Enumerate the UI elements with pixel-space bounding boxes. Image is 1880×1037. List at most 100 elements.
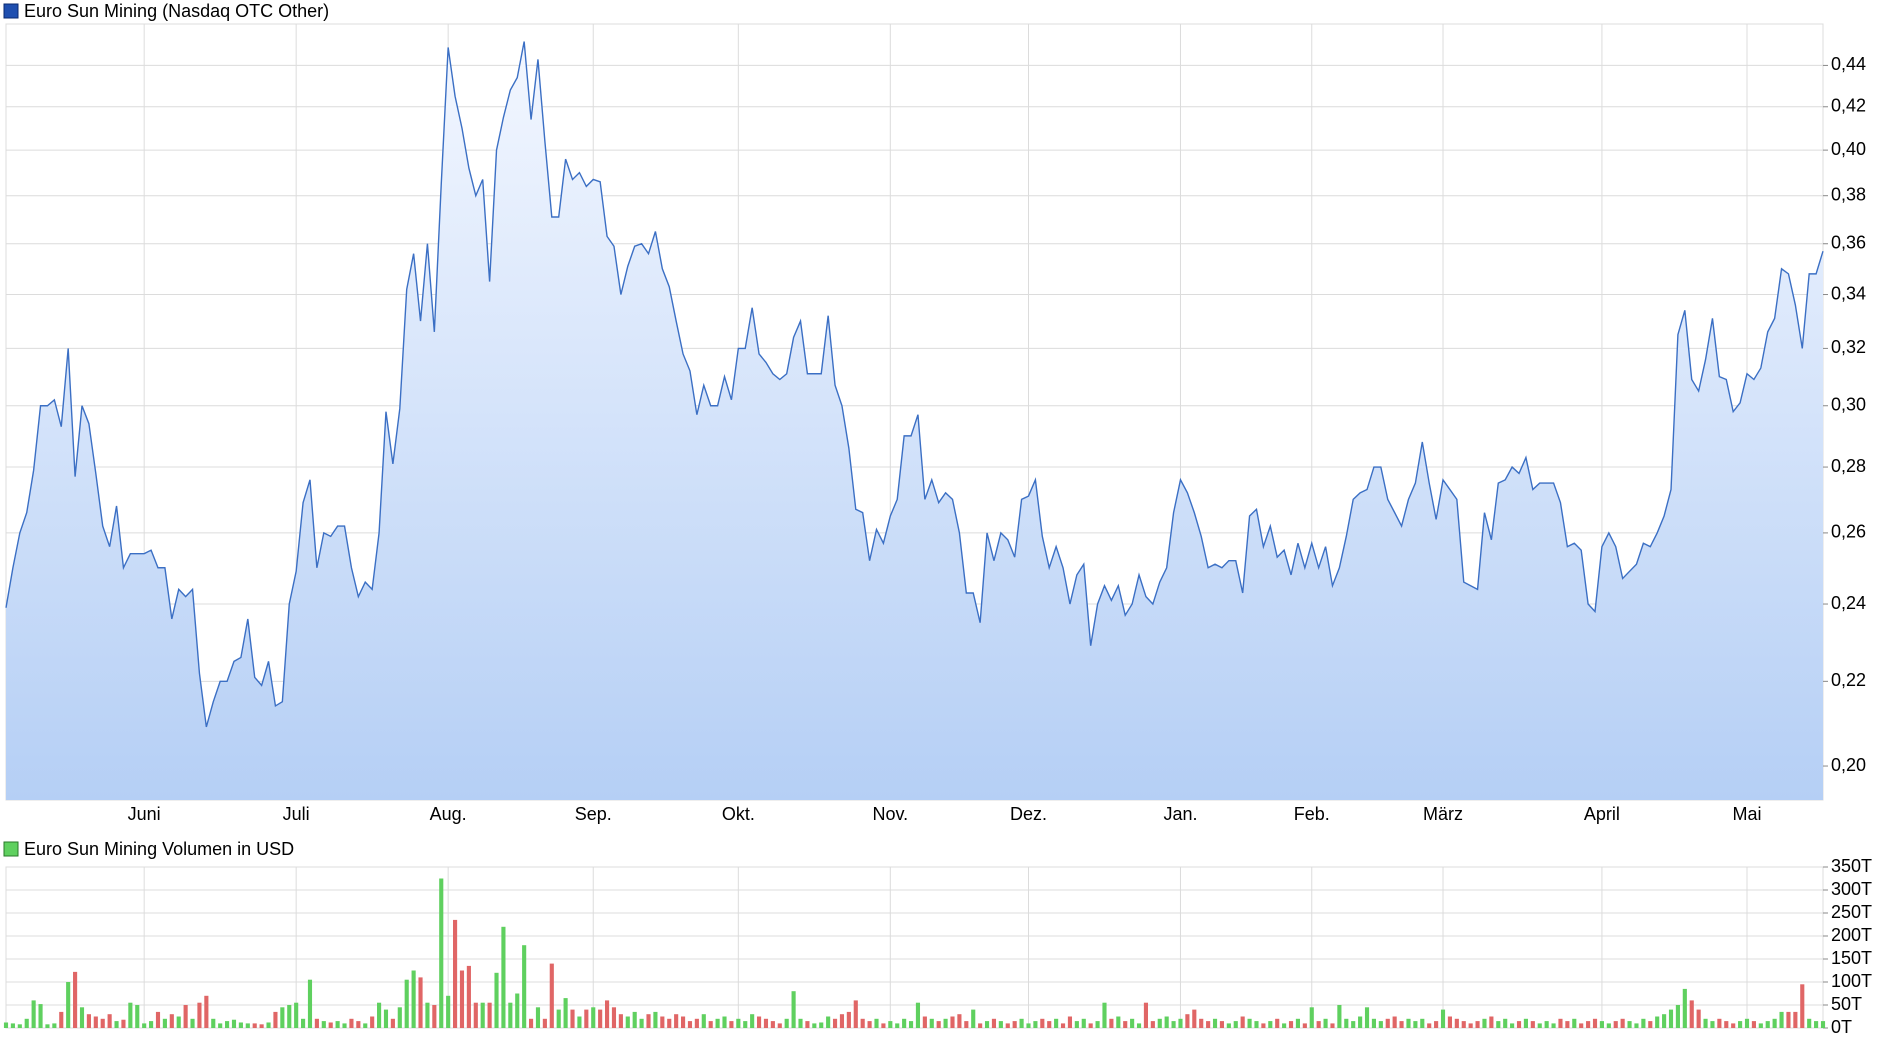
volume-bar — [1288, 1021, 1294, 1028]
volume-bar — [1150, 1021, 1155, 1028]
volume-bar — [294, 1002, 299, 1028]
volume-bar — [432, 1005, 437, 1028]
volume-bar — [1724, 1021, 1729, 1028]
volume-bar — [1309, 1007, 1314, 1028]
volume-bar — [1586, 1021, 1591, 1028]
volume-bar — [874, 1018, 879, 1028]
volume-bar — [1420, 1018, 1425, 1028]
y-tick-label: 0,42 — [1831, 96, 1866, 116]
volume-bar — [1302, 1023, 1307, 1028]
legend-swatch — [3, 841, 19, 857]
volume-bar — [1081, 1018, 1086, 1028]
volume-bar — [1268, 1021, 1273, 1028]
volume-bar — [1814, 1021, 1819, 1028]
y-tick-label: 0,26 — [1831, 522, 1866, 542]
volume-bar — [839, 1014, 845, 1028]
volume-bar — [459, 970, 465, 1028]
volume-bar — [604, 1000, 610, 1028]
x-tick-label: Sep. — [575, 804, 612, 824]
volume-bar — [1130, 1018, 1135, 1028]
volume-bar — [45, 1024, 50, 1028]
y-tick-label: 0,30 — [1831, 394, 1866, 414]
chart-title: Euro Sun Mining (Nasdaq OTC Other) — [24, 1, 329, 21]
volume-bar — [1641, 1018, 1646, 1028]
volume-bar — [1461, 1021, 1466, 1028]
volume-bar — [142, 1023, 147, 1028]
volume-bar — [1454, 1018, 1459, 1028]
volume-bar — [556, 1009, 561, 1028]
volume-bar — [902, 1018, 907, 1028]
volume-bar — [473, 1002, 478, 1028]
volume-bar — [915, 1002, 921, 1028]
volume-bar — [342, 1023, 347, 1028]
y-tick-label: 0,34 — [1831, 283, 1866, 303]
volume-bar — [1779, 1011, 1784, 1028]
volume-bar — [1240, 1016, 1245, 1028]
volume-bar — [991, 1018, 997, 1028]
volume-bar — [335, 1021, 340, 1028]
volume-bar — [1510, 1023, 1515, 1028]
volume-bar — [169, 1014, 174, 1028]
volume-bar — [1378, 1021, 1383, 1028]
volume-bar — [943, 1018, 948, 1028]
volume-bar — [957, 1014, 962, 1028]
volume-bar — [625, 1016, 630, 1028]
volume-bar — [1192, 1009, 1197, 1028]
volume-bar — [107, 1014, 112, 1028]
volume-bar — [1185, 1014, 1190, 1028]
volume-bar — [763, 1018, 769, 1028]
volume-bar — [390, 1018, 395, 1028]
volume-bar — [1648, 1021, 1653, 1028]
volume-bar — [687, 1021, 693, 1028]
volume-bar — [1503, 1018, 1508, 1028]
volume-bar — [466, 965, 471, 1028]
x-tick-label: Nov. — [872, 804, 908, 824]
volume-bar — [1040, 1018, 1045, 1028]
volume-bar — [1717, 1018, 1722, 1028]
volume-bar — [1606, 1023, 1611, 1028]
volume-bar — [1703, 1018, 1708, 1028]
volume-bar — [231, 1019, 237, 1028]
volume-bar — [1323, 1018, 1328, 1028]
volume-bar — [31, 1000, 36, 1028]
volume-bar — [756, 1016, 762, 1028]
chart-title: Euro Sun Mining Volumen in USD — [24, 839, 294, 859]
plot-frame — [5, 866, 1824, 1029]
volume-bar — [508, 1002, 513, 1028]
volume-bar — [1143, 1002, 1149, 1028]
volume-bar — [1696, 1009, 1701, 1028]
volume-bar — [38, 1004, 43, 1028]
volume-bar — [446, 995, 451, 1028]
volume-bar — [10, 1023, 15, 1028]
volume-bar — [383, 1009, 389, 1028]
volume-bar — [819, 1022, 824, 1028]
volume-bar — [542, 1018, 547, 1028]
volume-bar — [736, 1018, 741, 1028]
volume-bar — [1136, 1023, 1142, 1028]
volume-bar — [535, 1007, 541, 1028]
volume-bar — [1793, 1011, 1798, 1028]
volume-bar — [1738, 1021, 1743, 1028]
y-tick-label: 350T — [1831, 856, 1872, 876]
volume-bar — [1261, 1023, 1266, 1028]
volume-bar — [1206, 1021, 1211, 1028]
volume-bar — [1171, 1021, 1176, 1028]
volume-bar — [618, 1014, 623, 1028]
volume-bar — [1523, 1018, 1528, 1028]
volume-bar — [1668, 1009, 1674, 1028]
volume-bar — [577, 1016, 582, 1028]
volume-bar — [750, 1014, 755, 1028]
volume-bar — [971, 1009, 976, 1028]
y-tick-label: 0,32 — [1831, 337, 1866, 357]
volume-bar — [1599, 1021, 1604, 1028]
volume-bar — [266, 1022, 271, 1028]
volume-bar — [411, 970, 416, 1028]
volume-bar — [1413, 1021, 1418, 1028]
volume-bar — [1254, 1021, 1259, 1028]
volume-bar — [549, 963, 554, 1028]
volume-bar — [1060, 1023, 1066, 1028]
y-tick-label: 200T — [1831, 925, 1872, 945]
volume-bar — [93, 1016, 98, 1028]
volume-bar — [114, 1021, 119, 1028]
volume-bar — [1682, 988, 1687, 1028]
